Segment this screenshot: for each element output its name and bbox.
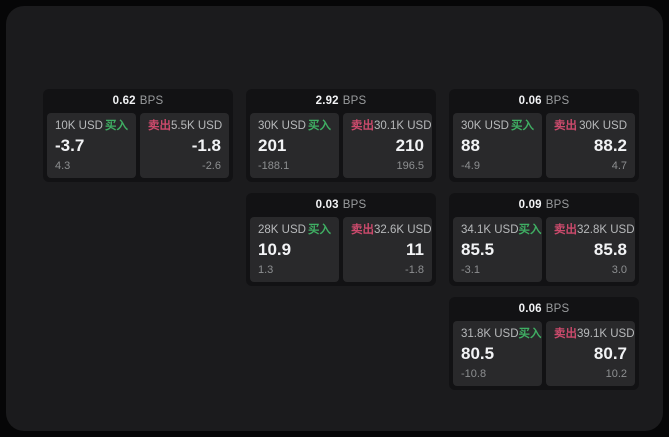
sell-price: 80.7	[593, 344, 627, 363]
bps-unit: BPS	[342, 95, 367, 107]
sell-sub-value: -2.6	[202, 160, 221, 172]
buy-quote-button[interactable]: 34.1K USD 买入 85.5 -3.1	[453, 217, 542, 282]
bps-header: 2.92 BPS	[246, 89, 436, 113]
bps-value: 0.62	[112, 95, 136, 107]
sell-sub-value: 196.5	[396, 160, 424, 172]
bps-header: 0.06 BPS	[449, 297, 639, 321]
buy-side-label: 买入	[308, 224, 331, 236]
quote-card: 2.92 BPS 30K USD 买入 201 -188.1 卖出 30.1K …	[246, 89, 436, 182]
sell-amount: 32.8K USD	[577, 224, 635, 236]
sell-side-label: 卖出	[148, 120, 171, 132]
sell-side-label: 卖出	[554, 224, 577, 236]
quote-body: 34.1K USD 买入 85.5 -3.1 卖出 32.8K USD 85.8…	[449, 217, 639, 286]
buy-amount: 10K USD	[55, 120, 103, 132]
sell-side-label: 卖出	[554, 328, 577, 340]
sell-price: -1.8	[191, 136, 221, 155]
buy-price: -3.7	[55, 136, 85, 155]
sell-side-label: 卖出	[554, 120, 577, 132]
quote-body: 30K USD 买入 88 -4.9 卖出 30K USD 88.2 4.7	[449, 113, 639, 182]
bps-value: 2.92	[315, 95, 339, 107]
sell-quote-button[interactable]: 卖出 5.5K USD -1.8 -2.6	[140, 113, 229, 178]
buy-quote-button[interactable]: 30K USD 买入 201 -188.1	[250, 113, 339, 178]
bps-unit: BPS	[342, 199, 367, 211]
sell-amount: 30.1K USD	[374, 120, 432, 132]
sell-sub-value: 4.7	[611, 160, 627, 172]
bps-unit: BPS	[139, 95, 164, 107]
quote-body: 30K USD 买入 201 -188.1 卖出 30.1K USD 210 1…	[246, 113, 436, 182]
buy-sub-value: 1.3	[258, 264, 274, 276]
quote-grid: 0.62 BPS 10K USD 买入 -3.7 4.3 卖出 5.5K USD	[43, 89, 639, 390]
app-surface: 0.62 BPS 10K USD 买入 -3.7 4.3 卖出 5.5K USD	[6, 6, 663, 431]
bps-value: 0.06	[518, 95, 542, 107]
sell-price: 85.8	[593, 240, 627, 259]
bps-header: 0.06 BPS	[449, 89, 639, 113]
quote-body: 10K USD 买入 -3.7 4.3 卖出 5.5K USD -1.8 -2.…	[43, 113, 233, 182]
buy-sub-value: -188.1	[258, 160, 290, 172]
buy-amount: 28K USD	[258, 224, 306, 236]
sell-quote-button[interactable]: 卖出 39.1K USD 80.7 10.2	[546, 321, 635, 386]
quote-card: 0.06 BPS 30K USD 买入 88 -4.9 卖出 30K USD	[449, 89, 639, 182]
buy-quote-button[interactable]: 10K USD 买入 -3.7 4.3	[47, 113, 136, 178]
buy-amount: 30K USD	[461, 120, 509, 132]
bps-header: 0.09 BPS	[449, 193, 639, 217]
buy-price: 201	[258, 136, 287, 155]
buy-amount: 31.8K USD	[461, 328, 519, 340]
bps-value: 0.06	[518, 303, 542, 315]
sell-amount: 39.1K USD	[577, 328, 635, 340]
sell-sub-value: -1.8	[405, 264, 424, 276]
bps-unit: BPS	[545, 303, 570, 315]
bps-unit: BPS	[545, 95, 570, 107]
buy-quote-button[interactable]: 31.8K USD 买入 80.5 -10.8	[453, 321, 542, 386]
sell-side-label: 卖出	[351, 120, 374, 132]
sell-price: 11	[406, 240, 424, 259]
quote-card: 0.03 BPS 28K USD 买入 10.9 1.3 卖出 32.6K US…	[246, 193, 436, 286]
bps-unit: BPS	[545, 199, 570, 211]
buy-side-label: 买入	[511, 120, 534, 132]
sell-price: 210	[395, 136, 424, 155]
sell-quote-button[interactable]: 卖出 32.8K USD 85.8 3.0	[546, 217, 635, 282]
sell-quote-button[interactable]: 卖出 30.1K USD 210 196.5	[343, 113, 432, 178]
buy-price: 10.9	[258, 240, 292, 259]
buy-side-label: 买入	[518, 224, 542, 236]
buy-side-label: 买入	[308, 120, 331, 132]
buy-quote-button[interactable]: 28K USD 买入 10.9 1.3	[250, 217, 339, 282]
bps-value: 0.03	[315, 199, 339, 211]
quote-body: 31.8K USD 买入 80.5 -10.8 卖出 39.1K USD 80.…	[449, 321, 639, 390]
bps-value: 0.09	[518, 199, 542, 211]
buy-side-label: 买入	[105, 120, 128, 132]
bps-header: 0.03 BPS	[246, 193, 436, 217]
buy-quote-button[interactable]: 30K USD 买入 88 -4.9	[453, 113, 542, 178]
sell-amount: 5.5K USD	[171, 120, 223, 132]
buy-amount: 30K USD	[258, 120, 306, 132]
sell-side-label: 卖出	[351, 224, 374, 236]
bps-header: 0.62 BPS	[43, 89, 233, 113]
sell-price: 88.2	[593, 136, 627, 155]
buy-sub-value: -10.8	[461, 368, 487, 380]
sell-quote-button[interactable]: 卖出 30K USD 88.2 4.7	[546, 113, 635, 178]
buy-price: 80.5	[461, 344, 495, 363]
sell-amount: 30K USD	[579, 120, 627, 132]
sell-sub-value: 3.0	[611, 264, 627, 276]
sell-amount: 32.6K USD	[374, 224, 432, 236]
buy-sub-value: 4.3	[55, 160, 71, 172]
buy-side-label: 买入	[518, 328, 542, 340]
quote-card: 0.62 BPS 10K USD 买入 -3.7 4.3 卖出 5.5K USD	[43, 89, 233, 182]
buy-price: 85.5	[461, 240, 495, 259]
quote-body: 28K USD 买入 10.9 1.3 卖出 32.6K USD 11 -1.8	[246, 217, 436, 286]
sell-quote-button[interactable]: 卖出 32.6K USD 11 -1.8	[343, 217, 432, 282]
buy-sub-value: -4.9	[461, 160, 480, 172]
buy-amount: 34.1K USD	[461, 224, 519, 236]
quote-card: 0.09 BPS 34.1K USD 买入 85.5 -3.1 卖出 32.8K…	[449, 193, 639, 286]
sell-sub-value: 10.2	[605, 368, 627, 380]
quote-card: 0.06 BPS 31.8K USD 买入 80.5 -10.8 卖出 39.1…	[449, 297, 639, 390]
buy-sub-value: -3.1	[461, 264, 480, 276]
buy-price: 88	[461, 136, 480, 155]
